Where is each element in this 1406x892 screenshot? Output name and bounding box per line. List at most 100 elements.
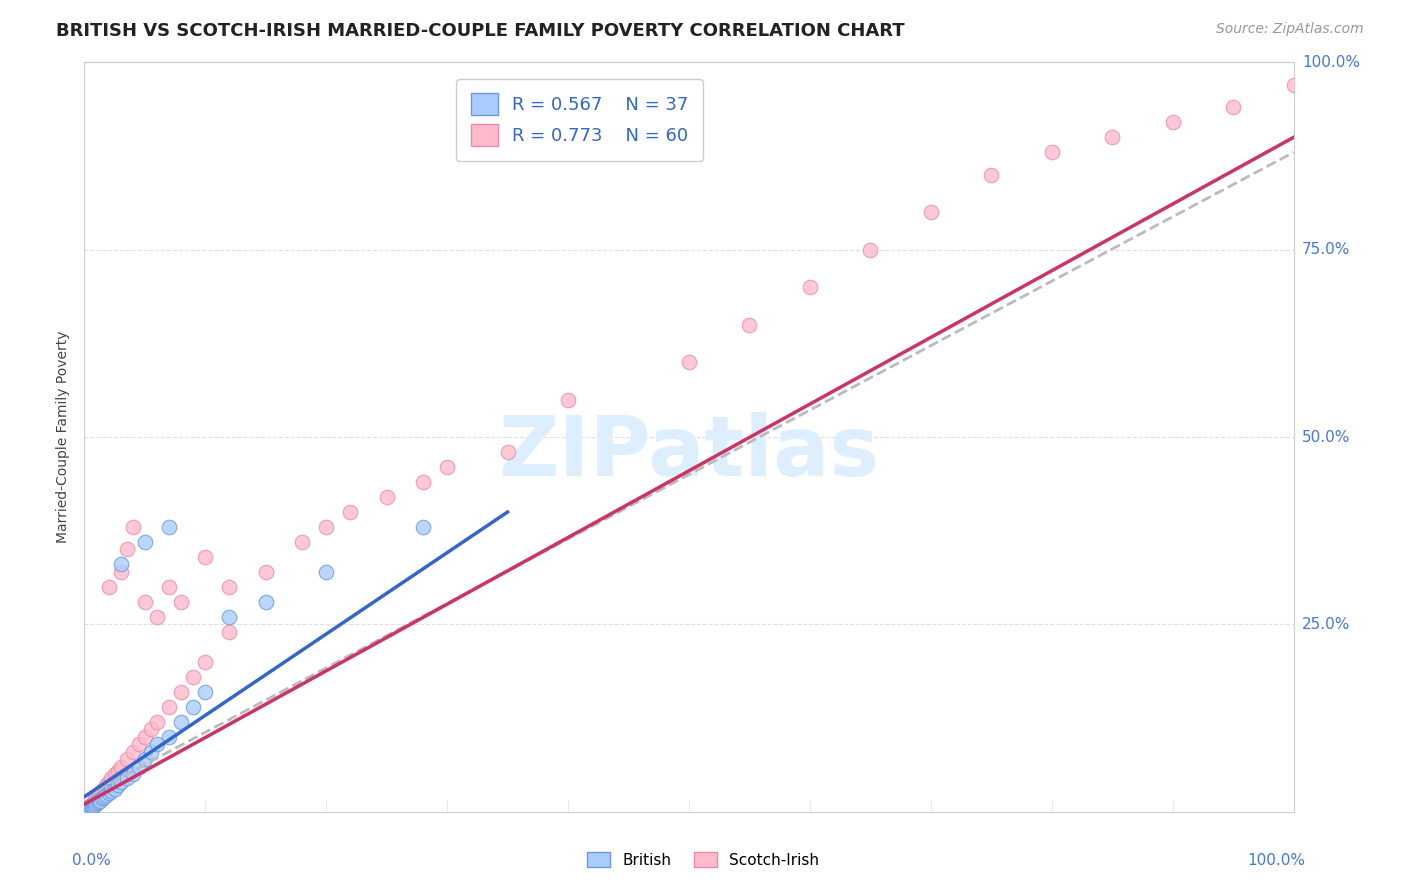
Point — [170, 595, 193, 609]
Point — [375, 490, 398, 504]
Point — [157, 699, 180, 714]
Point — [115, 542, 138, 557]
Point — [97, 580, 120, 594]
Point — [79, 798, 101, 813]
Point — [121, 520, 143, 534]
Point — [80, 797, 103, 812]
Point — [128, 760, 150, 774]
Point — [254, 595, 277, 609]
Point — [1222, 100, 1244, 114]
Point — [107, 779, 129, 793]
Point — [110, 760, 132, 774]
Point — [110, 558, 132, 572]
Point — [146, 737, 169, 751]
Text: Source: ZipAtlas.com: Source: ZipAtlas.com — [1216, 22, 1364, 37]
Text: ZIPatlas: ZIPatlas — [499, 411, 879, 492]
Legend: R = 0.567    N = 37, R = 0.773    N = 60: R = 0.567 N = 37, R = 0.773 N = 60 — [456, 79, 703, 161]
Point — [218, 610, 240, 624]
Point — [254, 565, 277, 579]
Point — [194, 655, 217, 669]
Point — [859, 243, 882, 257]
Point — [134, 752, 156, 766]
Point — [83, 794, 105, 808]
Point — [91, 783, 114, 797]
Point — [1161, 115, 1184, 129]
Point — [139, 745, 162, 759]
Point — [115, 752, 138, 766]
Point — [339, 505, 361, 519]
Point — [412, 475, 434, 489]
Text: 100.0%: 100.0% — [1247, 853, 1306, 868]
Point — [1040, 145, 1063, 160]
Point — [89, 794, 111, 808]
Point — [97, 786, 120, 800]
Point — [157, 580, 180, 594]
Point — [181, 699, 204, 714]
Point — [91, 791, 114, 805]
Point — [980, 168, 1002, 182]
Point — [77, 800, 100, 814]
Point — [291, 535, 314, 549]
Y-axis label: Married-Couple Family Poverty: Married-Couple Family Poverty — [56, 331, 70, 543]
Point — [87, 789, 110, 803]
Point — [146, 714, 169, 729]
Point — [121, 745, 143, 759]
Point — [104, 767, 127, 781]
Point — [194, 685, 217, 699]
Point — [84, 797, 107, 812]
Point — [121, 767, 143, 781]
Point — [83, 797, 105, 812]
Point — [87, 793, 110, 807]
Text: 0.0%: 0.0% — [72, 853, 111, 868]
Point — [77, 801, 100, 815]
Point — [84, 793, 107, 807]
Point — [93, 789, 115, 804]
Point — [436, 460, 458, 475]
Text: 75.0%: 75.0% — [1302, 243, 1350, 257]
Point — [315, 565, 337, 579]
Legend: British, Scotch-Irish: British, Scotch-Irish — [579, 844, 827, 875]
Point — [157, 730, 180, 744]
Point — [920, 205, 942, 219]
Text: 50.0%: 50.0% — [1302, 430, 1350, 444]
Point — [194, 549, 217, 564]
Point — [82, 796, 104, 810]
Point — [315, 520, 337, 534]
Point — [79, 799, 101, 814]
Point — [110, 774, 132, 789]
Point — [94, 789, 117, 803]
Point — [107, 764, 129, 778]
Point — [170, 714, 193, 729]
Point — [157, 520, 180, 534]
Point — [799, 280, 821, 294]
Point — [89, 786, 111, 800]
Point — [134, 730, 156, 744]
Point — [218, 624, 240, 639]
Point — [557, 392, 579, 407]
Text: 25.0%: 25.0% — [1302, 617, 1350, 632]
Point — [86, 795, 108, 809]
Point — [1101, 130, 1123, 145]
Point — [76, 802, 98, 816]
Point — [218, 580, 240, 594]
Point — [115, 771, 138, 785]
Point — [134, 535, 156, 549]
Point — [97, 774, 120, 789]
Point — [77, 802, 100, 816]
Point — [86, 789, 108, 804]
Point — [110, 565, 132, 579]
Point — [738, 318, 761, 332]
Point — [104, 782, 127, 797]
Point — [139, 723, 162, 737]
Point — [181, 670, 204, 684]
Point — [80, 800, 103, 814]
Point — [100, 771, 122, 785]
Point — [1282, 78, 1305, 92]
Text: BRITISH VS SCOTCH-IRISH MARRIED-COUPLE FAMILY POVERTY CORRELATION CHART: BRITISH VS SCOTCH-IRISH MARRIED-COUPLE F… — [56, 22, 905, 40]
Point — [678, 355, 700, 369]
Point — [412, 520, 434, 534]
Point — [86, 791, 108, 805]
Point — [496, 445, 519, 459]
Text: 100.0%: 100.0% — [1302, 55, 1360, 70]
Point — [146, 610, 169, 624]
